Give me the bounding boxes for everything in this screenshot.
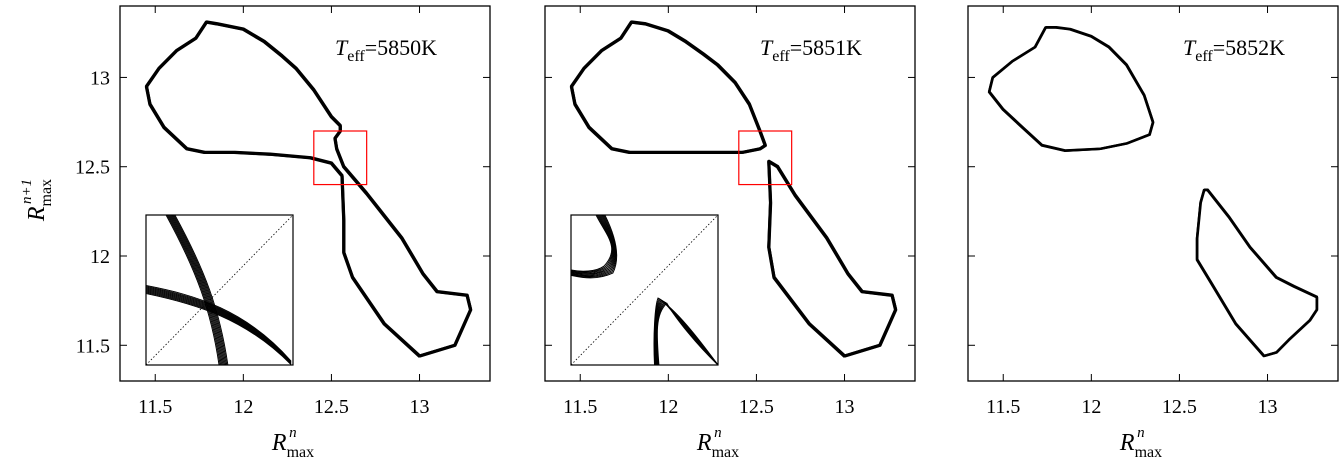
y-tick-label: 12: [90, 246, 110, 268]
attractor-curve-1: [988, 27, 1155, 152]
attractor-curve-2: [768, 160, 898, 358]
teff-sub: eff: [772, 48, 790, 65]
attractor-curve-1: [988, 26, 1155, 151]
x-tick-label: 12.5: [739, 396, 774, 418]
y-axis-label-main: R: [24, 206, 50, 222]
inset-branch-steep: [173, 215, 228, 365]
attractor-curve-2: [767, 160, 897, 358]
x-tick-label: 12.5: [1162, 396, 1197, 418]
attractor-curve-1: [569, 20, 766, 154]
x-tick-label: 12: [233, 396, 253, 418]
panel-1: 11.5 12 12.5 13 11.5 12 12.5 13 Rmax n Teff=5850K: [75, 5, 491, 461]
inset-branch-upper: [571, 215, 616, 277]
inset-branch-steep: [166, 215, 221, 365]
plot-frame: [119, 5, 491, 382]
inset-branch-steep: [165, 215, 220, 365]
x-axis-label-main: R: [696, 430, 712, 456]
inset-branch-steep: [168, 215, 223, 365]
inset-curves: [571, 215, 718, 365]
x-axis-label-sup: n: [714, 425, 722, 441]
teff-sub: eff: [1195, 48, 1213, 65]
y-axis-label: Rmaxn+1: [19, 179, 55, 222]
inset-branch-upper: [571, 215, 613, 273]
attractor-curve-2: [767, 159, 897, 357]
inset-branch-upper: [571, 215, 615, 275]
y-axis-label-sub: max: [38, 179, 55, 207]
x-tick-label: 12.5: [314, 396, 349, 418]
inset-branch-upper: [571, 215, 614, 274]
x-axis-label-main: R: [1119, 430, 1135, 456]
x-axis-label: Rmax n: [1119, 425, 1162, 461]
attractor-curve-2: [1196, 189, 1319, 358]
x-tick-label: 13: [835, 396, 855, 418]
inset-branch-upper: [571, 215, 616, 276]
zoom-box: [738, 130, 793, 186]
teff-value: =5852K: [1213, 35, 1285, 60]
y-tick-label: 12.5: [75, 157, 110, 179]
x-axis-label-main: R: [271, 430, 287, 456]
teff-symbol: T: [760, 35, 774, 60]
y-tick-label: 13: [90, 67, 110, 89]
inset-branch-steep: [174, 215, 229, 365]
attractor-curve-1: [988, 26, 1154, 152]
attractor-curve-1: [144, 20, 472, 357]
attractor-curve-1: [987, 27, 1154, 152]
teff-annotation: Teff=5852K: [1183, 35, 1285, 65]
x-tick-label: 11.5: [986, 396, 1020, 418]
x-tick-label: 13: [410, 396, 430, 418]
inset-branch-lower: [656, 302, 718, 365]
attractor-curve-2: [768, 159, 898, 357]
attractor-curve-1: [569, 21, 766, 155]
teff-value: =5851K: [790, 35, 862, 60]
x-axis-label-sub: max: [1135, 444, 1163, 461]
plot-frame: [544, 5, 916, 382]
teff-symbol: T: [1183, 35, 1197, 60]
teff-symbol: T: [335, 35, 349, 60]
teff-sub: eff: [347, 48, 365, 65]
zoom-box: [313, 130, 368, 186]
inset-diagonal: [145, 214, 294, 366]
x-axis-label: Rmax n: [271, 425, 314, 461]
x-axis-label-sub: max: [287, 444, 315, 461]
teff-annotation: Teff=5850K: [335, 35, 437, 65]
inset-panel: [145, 214, 294, 366]
x-axis-label-sub: max: [712, 444, 740, 461]
inset-branch-steep: [171, 215, 226, 365]
x-tick-label: 11.5: [138, 396, 172, 418]
inset-branch-steep: [167, 215, 222, 365]
inset-branch-upper: [571, 215, 618, 279]
attractor-curve-1: [987, 26, 1154, 152]
inset-panel: [570, 214, 719, 366]
inset-branch-upper: [571, 215, 615, 275]
inset-branch-steep: [170, 215, 224, 365]
x-axis-label-sup: n: [1137, 425, 1145, 441]
inset-branch-upper: [571, 215, 617, 278]
inset-branch-shallow: [146, 292, 292, 365]
inset-branch-steep: [172, 215, 227, 365]
attractor-curve-2: [767, 160, 897, 358]
x-axis-label: Rmax n: [696, 425, 739, 461]
teff-annotation: Teff=5851K: [760, 35, 862, 65]
y-tick-label: 11.5: [76, 335, 110, 357]
plot-frame: [967, 5, 1339, 382]
teff-value: =5850K: [365, 35, 437, 60]
panel-2: 11.5 12 12.5 13 Rmax n Teff=5851K: [544, 5, 916, 461]
attractor-curve-2: [1195, 188, 1318, 357]
x-axis-label-sup: n: [289, 425, 297, 441]
x-tick-label: 12: [658, 396, 678, 418]
x-tick-label: 12: [1081, 396, 1101, 418]
attractor-curve-2: [1196, 188, 1319, 357]
inset-branch-upper: [571, 215, 613, 272]
inset-curves: [146, 215, 292, 365]
inset-diagonal: [570, 214, 719, 366]
x-tick-label: 13: [1258, 396, 1278, 418]
panel-3: 11.5 12 12.5 13 Rmax n Teff=5852K: [967, 5, 1339, 461]
x-tick-label: 11.5: [563, 396, 597, 418]
y-axis-label-sup: n+1: [19, 179, 35, 204]
